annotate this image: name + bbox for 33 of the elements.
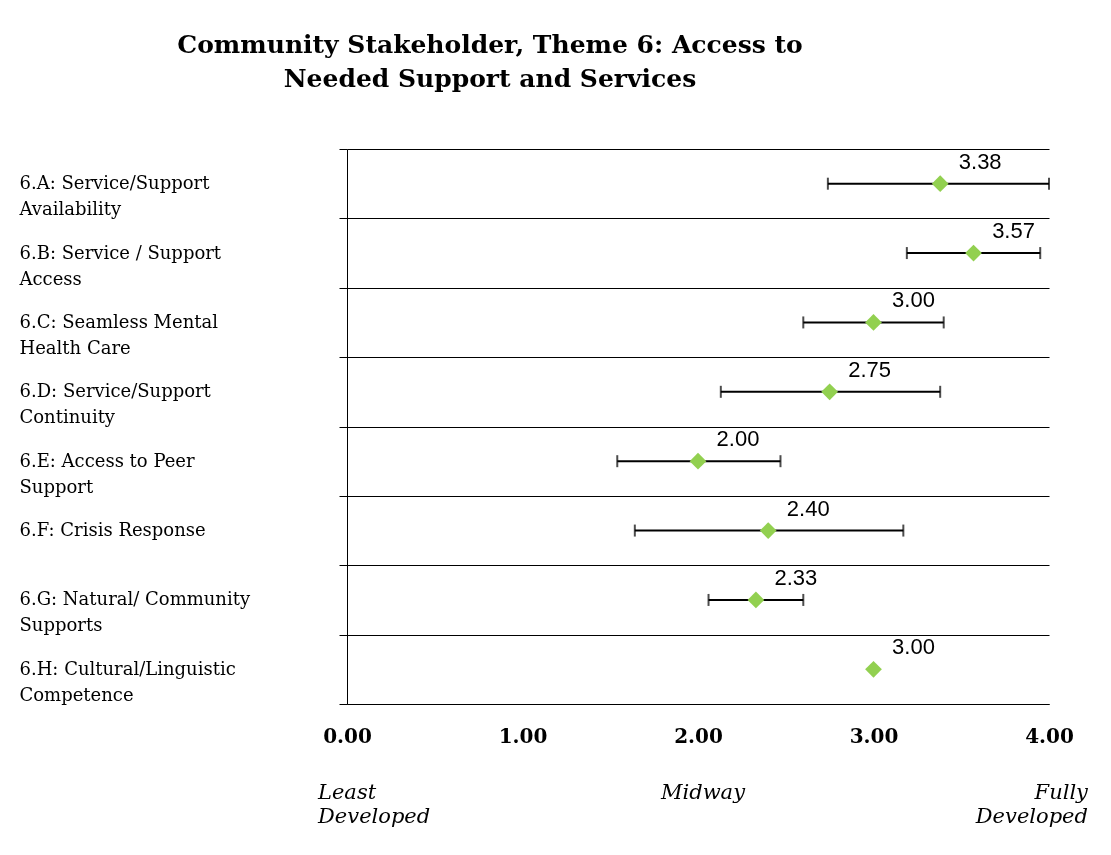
y-tick-label: 6.A: Service/Support Availability [18, 172, 211, 220]
x-tick-label: 1.00 [498, 723, 548, 748]
data-label: 2.75 [848, 356, 892, 382]
y-tick-label: 6.E: Access to Peer Support [19, 449, 196, 497]
data-label: 3.00 [892, 287, 935, 313]
y-tick-label: 6.B: Service / Support Access [18, 241, 222, 289]
data-label: 3.00 [892, 634, 935, 660]
y-tick-label: 6.F: Crisis Response [19, 519, 206, 541]
y-tick-label: 6.G: Natural/ Community Supports [19, 588, 251, 636]
text: Least Developed [318, 780, 432, 828]
data-label: 2.33 [774, 564, 818, 590]
point [931, 175, 949, 193]
x-tick-label: 2.00 [674, 723, 723, 748]
point [747, 591, 765, 609]
chart-title: Community Stakeholder, Theme 6: Access to Needed Support and Services [176, 29, 804, 95]
text: Midway [659, 780, 747, 806]
x-tick-label: 0.00 [323, 723, 372, 748]
point [865, 660, 882, 678]
data-label: 2.00 [716, 426, 760, 452]
data-label: 2.40 [786, 495, 830, 521]
y-tick-label: 6.H: Cultural/Linguistic Competence [19, 657, 236, 705]
y-tick-label: 6.C: Seamless Mental Health Care [19, 310, 219, 358]
y-tick-label: 6.D: Service/Support Continuity [19, 380, 212, 428]
data-label: 3.57 [992, 218, 1035, 244]
text: Fully Developed [974, 780, 1088, 828]
point [865, 314, 882, 331]
x-tick-label: 4.00 [1025, 723, 1074, 748]
point [689, 452, 707, 470]
x-tick-label: 3.00 [849, 723, 899, 748]
point [759, 522, 777, 539]
point [821, 383, 838, 401]
data-label: 3.38 [958, 148, 1002, 174]
point [965, 244, 982, 262]
